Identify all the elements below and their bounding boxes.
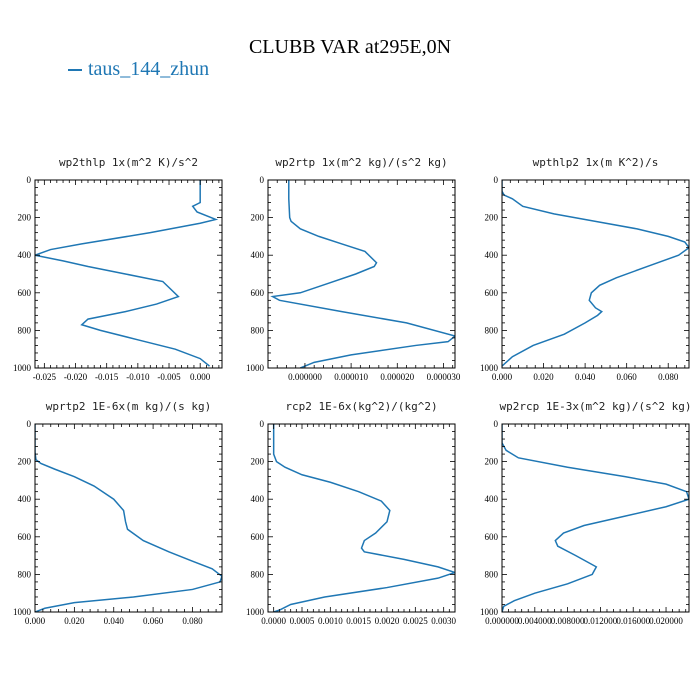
panel-title: wp2rtp 1x(m^2 kg)/(s^2 kg): [275, 156, 447, 169]
y-tick-label: 800: [485, 325, 499, 335]
y-tick-label: 0: [494, 419, 499, 429]
panel-1: wp2thlp 1x(m^2 K)/s^202004006008001000-0…: [13, 156, 223, 382]
y-tick-label: 200: [18, 213, 32, 223]
x-tick-label: 0.000: [492, 372, 513, 382]
x-tick-label: 0.020: [64, 616, 85, 626]
x-tick-label: 0.000010: [334, 372, 368, 382]
x-tick-label: 0.000: [25, 616, 46, 626]
y-tick-label: 800: [251, 325, 265, 335]
plot-frame: [267, 423, 456, 613]
y-tick-label: 0: [27, 419, 32, 429]
x-tick-label: 0.040: [575, 372, 596, 382]
y-tick-label: 1000: [246, 607, 265, 617]
panel-4: wprtp2 1E-6x(m kg)/(s kg) 0 200 400 600 800 10…: [13, 400, 223, 626]
y-tick-label: 0: [260, 419, 265, 429]
series-line: [270, 180, 455, 368]
panel-title: wp2rcp 1E-3x(m^2 kg)/(s^2 kg): [499, 400, 691, 413]
y-tick-label: 800: [18, 325, 32, 335]
x-tick-label: 0.000: [190, 372, 211, 382]
y-tick-label: 1000: [480, 363, 499, 373]
legend-line-swatch: [68, 69, 82, 72]
y-tick-label: 400: [485, 494, 499, 504]
y-tick-label: 600: [18, 532, 32, 542]
x-tick-label: 0.000020: [380, 372, 414, 382]
panel-5: rcp2 1E-6x(kg^2)/(kg^2) 0 200 400 600 800 1000…: [246, 400, 457, 626]
x-tick-label: 0.080: [658, 372, 679, 382]
y-tick-label: 600: [485, 532, 499, 542]
x-tick-label: -0.015: [95, 372, 119, 382]
y-tick-label: 200: [485, 457, 499, 467]
panel-3: wpthlp2 1x(m K^2)/s 0 200 400 600 800 10000.00…: [480, 156, 690, 382]
panel-title: wp2thlp 1x(m^2 K)/s^2: [59, 156, 198, 169]
y-tick-label: 400: [18, 250, 32, 260]
x-tick-label: 0.040: [104, 616, 125, 626]
x-tick-label: 0.016000: [616, 616, 650, 626]
x-tick-label: 0.012000: [584, 616, 618, 626]
y-tick-label: 200: [251, 457, 265, 467]
y-tick-label: 800: [485, 569, 499, 579]
series-line: [502, 180, 689, 367]
x-tick-label: 0.000000: [288, 372, 322, 382]
y-tick-label: 800: [251, 569, 265, 579]
y-tick-label: 600: [251, 532, 265, 542]
x-tick-label: -0.005: [157, 372, 181, 382]
x-tick-label: 0.000030: [427, 372, 461, 382]
x-tick-label: 0.080: [182, 616, 203, 626]
series-line: [35, 180, 219, 367]
y-tick-label: 400: [251, 494, 265, 504]
x-tick-label: 0.0020: [375, 616, 400, 626]
series-line: [502, 424, 689, 612]
x-tick-label: 0.0005: [290, 616, 315, 626]
plot-frame: [34, 423, 223, 613]
series-line: [272, 424, 455, 612]
y-tick-label: 400: [485, 250, 499, 260]
x-tick-label: 0.008000: [551, 616, 585, 626]
x-tick-label: 0.0010: [318, 616, 343, 626]
x-tick-label: 0.060: [143, 616, 164, 626]
y-tick-label: 1000: [480, 607, 499, 617]
x-tick-label: 0.020000: [649, 616, 683, 626]
y-tick-label: 1000: [13, 363, 32, 373]
y-tick-label: 800: [18, 569, 32, 579]
y-tick-label: 400: [18, 494, 32, 504]
y-tick-label: 600: [485, 288, 499, 298]
plot-frame: [34, 179, 223, 369]
plot-frame: [267, 179, 456, 369]
legend-label: taus_144_zhun: [88, 58, 210, 80]
y-tick-label: 600: [251, 288, 265, 298]
plot-frame: [501, 423, 690, 613]
x-tick-label: -0.025: [33, 372, 57, 382]
legend: taus_144_zhun: [68, 58, 209, 81]
x-tick-label: -0.010: [126, 372, 150, 382]
x-tick-label: 0.020: [533, 372, 554, 382]
y-tick-label: 0: [494, 175, 499, 185]
y-tick-label: 200: [251, 213, 265, 223]
panel-title: wpthlp2 1x(m K^2)/s: [533, 156, 659, 169]
plot-frame: [501, 179, 690, 369]
x-tick-label: 0.0025: [403, 616, 428, 626]
series-line: [35, 424, 222, 612]
y-tick-label: 600: [18, 288, 32, 298]
y-tick-label: 1000: [246, 363, 265, 373]
x-tick-label: 0.060: [617, 372, 638, 382]
x-tick-label: 0.0030: [431, 616, 456, 626]
x-tick-label: 0.0000: [261, 616, 286, 626]
x-tick-label: 0.004000: [518, 616, 552, 626]
panel-title: rcp2 1E-6x(kg^2)/(kg^2): [285, 400, 437, 413]
y-tick-label: 1000: [13, 607, 32, 617]
y-tick-label: 0: [27, 175, 32, 185]
figure-title: CLUBB VAR at295E,0N: [248, 36, 452, 58]
y-tick-label: 0: [260, 175, 265, 185]
y-tick-label: 200: [18, 457, 32, 467]
panel-6: wp2rcp 1E-3x(m^2 kg)/(s^2 kg)0 200 400 600 8…: [480, 400, 692, 626]
panel-2: wp2rtp 1x(m^2 kg)/(s^2 kg) 0 200 400 600 800 1…: [246, 156, 461, 382]
y-tick-label: 200: [485, 213, 499, 223]
x-tick-label: 0.000000: [485, 616, 519, 626]
panel-title: wprtp2 1E-6x(m kg)/(s kg): [46, 400, 212, 413]
x-tick-label: 0.0015: [346, 616, 371, 626]
x-tick-label: -0.020: [64, 372, 88, 382]
y-tick-label: 400: [251, 250, 265, 260]
